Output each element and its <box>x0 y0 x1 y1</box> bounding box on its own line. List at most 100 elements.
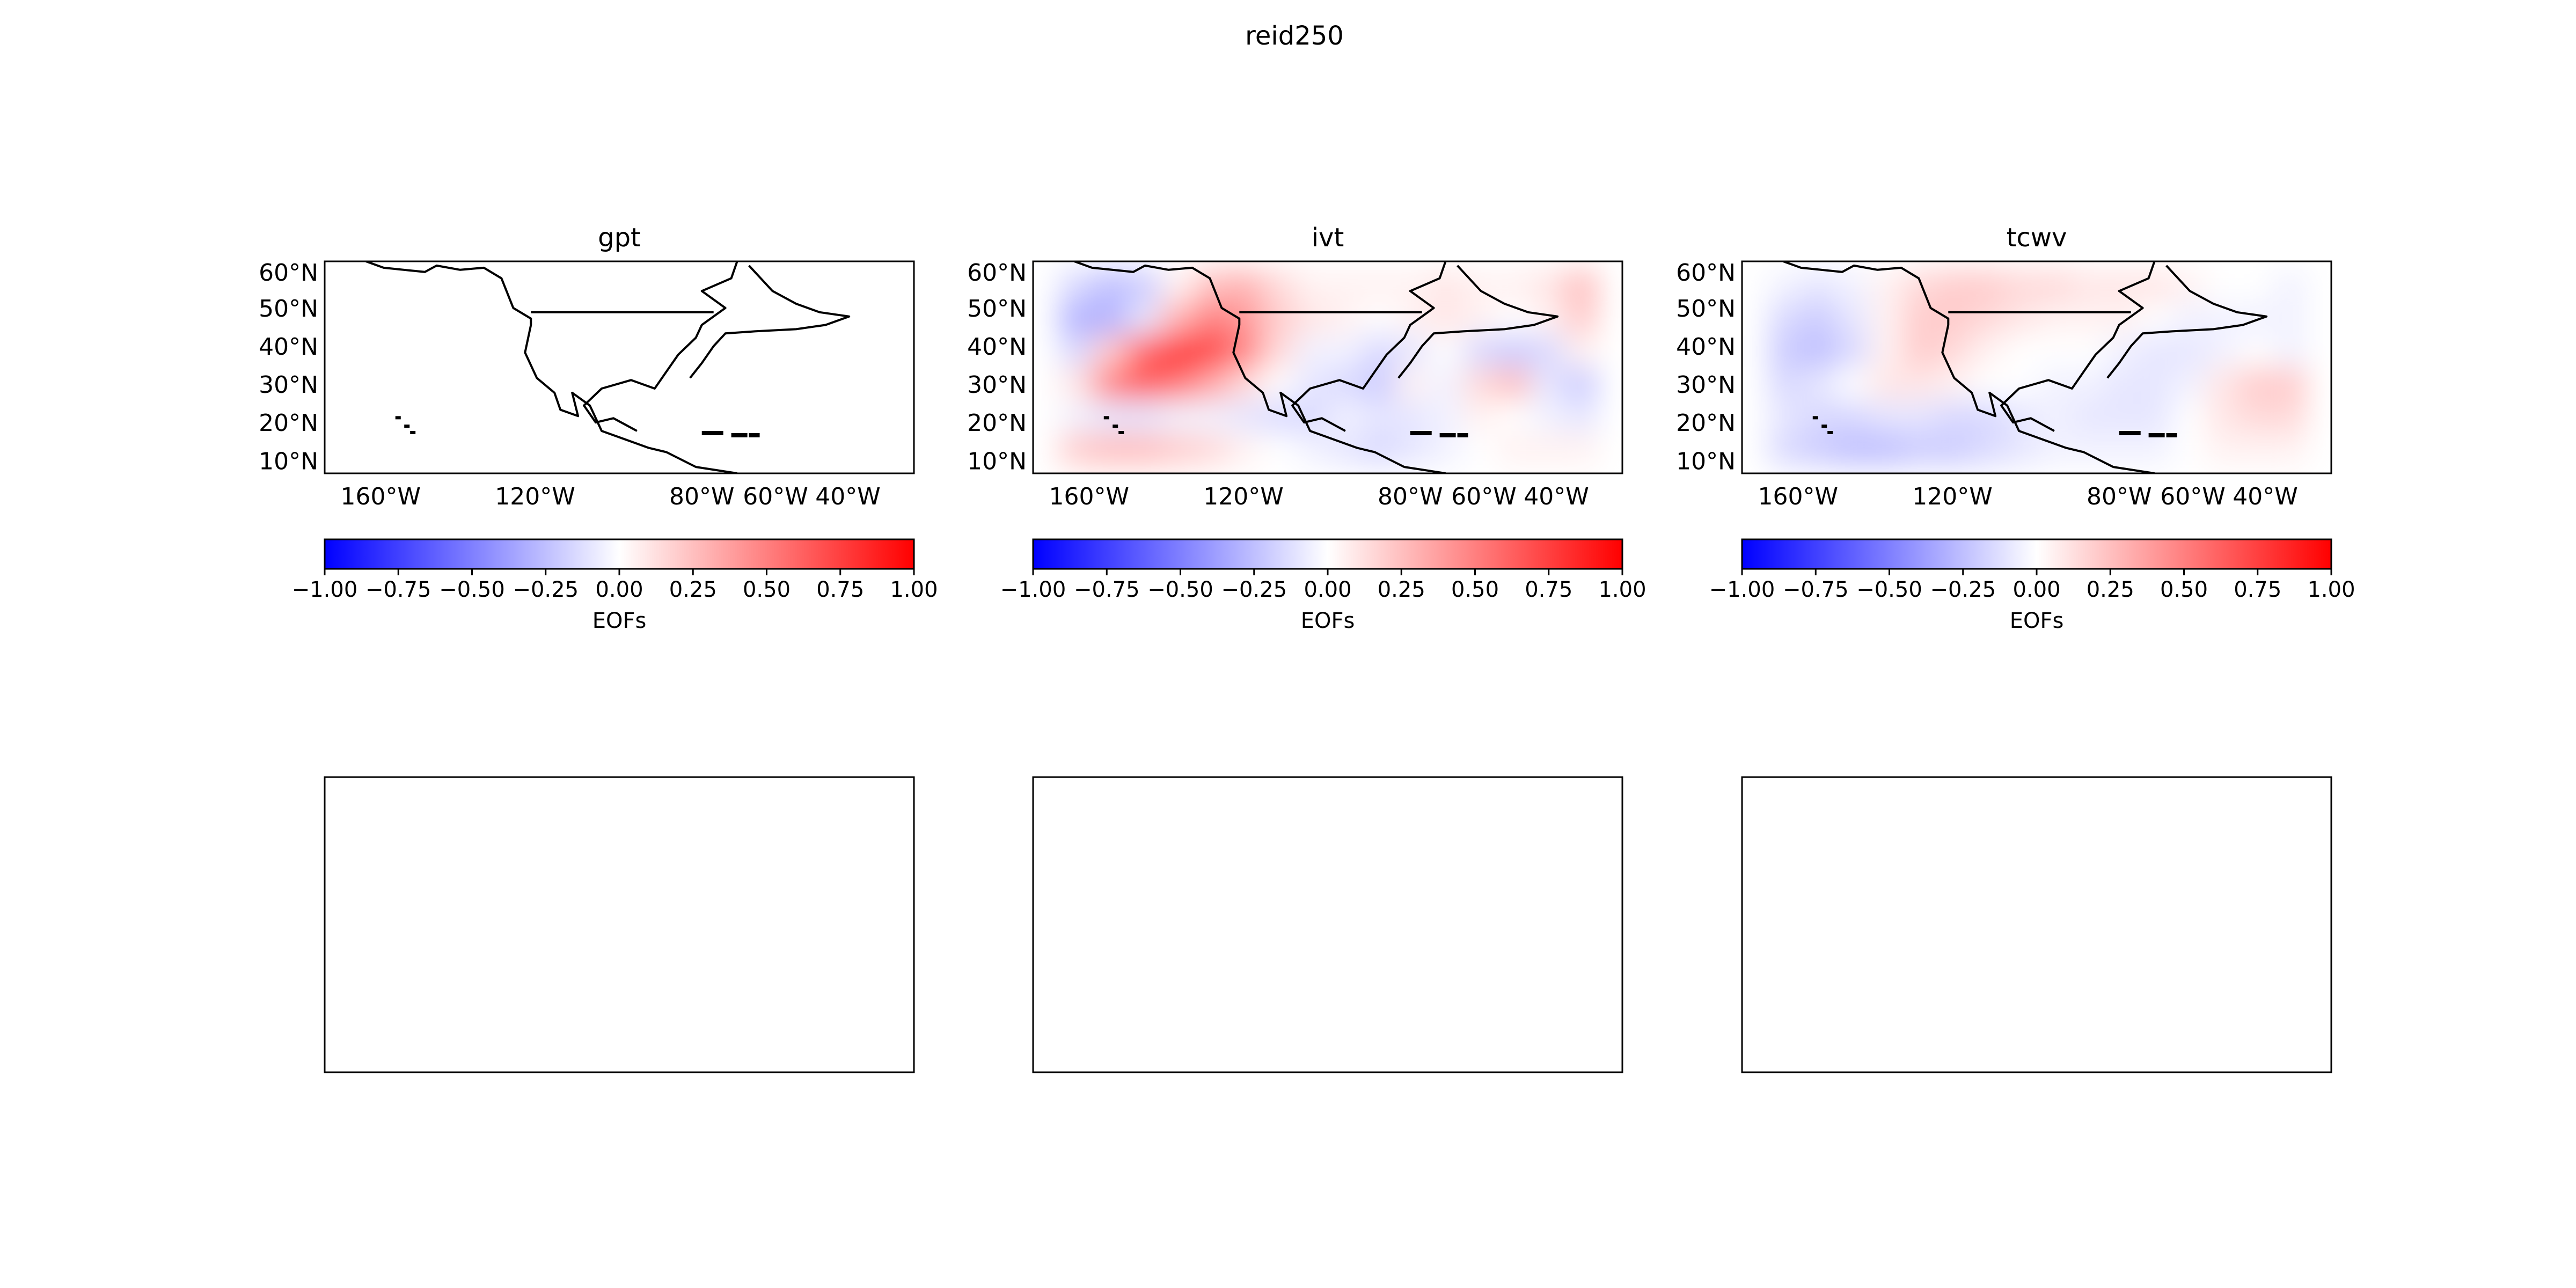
colorbar-label: EOFs <box>2010 609 2064 633</box>
eof-cell <box>351 432 386 466</box>
coastlines <box>365 261 851 473</box>
eof-cell <box>1261 269 1296 303</box>
eof-cell <box>620 367 655 401</box>
eof-cell <box>2239 400 2274 433</box>
eof-cell <box>1194 269 1228 303</box>
eof-cell <box>1429 334 1464 368</box>
eof-cell <box>418 302 453 335</box>
colorbar-gradient <box>1032 538 1623 570</box>
eof-cell <box>1429 432 1464 466</box>
eof-cell <box>418 269 453 303</box>
eof-cell <box>553 334 587 368</box>
colorbar-tick-label: −1.00 <box>1709 577 1775 602</box>
eof-cell <box>1362 269 1396 303</box>
eof-cell <box>1126 302 1161 335</box>
empty-axes-1 <box>324 776 915 1073</box>
eof-cell <box>2104 400 2139 433</box>
y-tick-label: 10°N <box>1676 448 1736 475</box>
eof-cell <box>620 400 655 433</box>
eof-cell <box>1328 302 1363 335</box>
colorbar-label: EOFs <box>592 609 647 633</box>
eof-cell <box>1970 269 2004 303</box>
eof-cell <box>486 400 520 433</box>
eof-cell <box>1903 400 1937 433</box>
x-tick-label: 80°W <box>1378 483 1443 510</box>
eof-cell <box>687 367 722 401</box>
eof-cell <box>385 432 419 466</box>
eof-cell <box>1194 302 1228 335</box>
eof-cell <box>1429 400 1464 433</box>
coastline <box>583 261 738 432</box>
eof-cell <box>1261 367 1296 401</box>
y-tick-label: 60°N <box>1676 259 1736 287</box>
eof-cell <box>1160 302 1195 335</box>
coastline <box>2000 261 2156 432</box>
eof-cell <box>2104 432 2139 466</box>
eof-cell <box>1227 432 1262 466</box>
eof-cell <box>1160 432 1195 466</box>
eof-cell <box>385 302 419 335</box>
eof-cell <box>1869 367 1904 401</box>
eof-cell <box>855 334 890 368</box>
island <box>2166 433 2177 437</box>
eof-cell <box>586 302 621 335</box>
eof-cell <box>2003 334 2038 368</box>
eof-cell <box>1227 400 1262 433</box>
eof-cell <box>2273 400 2307 433</box>
eof-cell <box>1362 302 1396 335</box>
eof-cell <box>1059 367 1094 401</box>
island <box>1821 425 1827 428</box>
island <box>395 416 401 420</box>
eof-cell <box>1802 334 1836 368</box>
eof-cell <box>1530 400 1565 433</box>
eof-cell <box>1936 302 1971 335</box>
eof-cell <box>1160 367 1195 401</box>
eof-cell <box>1802 400 1836 433</box>
y-tick-label: 60°N <box>259 259 318 287</box>
eof-cell <box>452 367 487 401</box>
eof-cell <box>1530 432 1565 466</box>
eof-cell <box>1328 269 1363 303</box>
map-panel-tcwv: tcwv 60°N 50°N 40°N 30°N 20°N 10°N 160°W 120°W 80… <box>1676 223 2355 633</box>
eof-cell <box>822 432 857 466</box>
eof-cell <box>553 269 587 303</box>
eof-cell <box>620 269 655 303</box>
eof-cell <box>2273 334 2307 368</box>
eof-cell <box>486 302 520 335</box>
eof-cell <box>755 334 789 368</box>
eof-cell <box>687 269 722 303</box>
eof-cell <box>1160 334 1195 368</box>
eof-cell <box>2071 367 2105 401</box>
eof-cell <box>1160 400 1195 433</box>
eof-cell <box>452 432 487 466</box>
eof-cell <box>1564 367 1598 401</box>
eof-cell <box>1802 432 1836 466</box>
y-tick-label: 50°N <box>967 295 1027 323</box>
colorbar-gradient <box>324 538 915 570</box>
eof-cell <box>1835 334 1870 368</box>
eof-cell <box>1059 400 1094 433</box>
eof-cell <box>1564 302 1598 335</box>
eof-cell <box>1395 269 1430 303</box>
eof-cell <box>2071 302 2105 335</box>
colorbar-tick-label: 1.00 <box>890 577 938 602</box>
eof-cell <box>1093 269 1128 303</box>
colorbar-tick-label: 0.50 <box>1451 577 1499 602</box>
eof-cell <box>586 269 621 303</box>
eof-cell <box>1227 269 1262 303</box>
eof-cell <box>519 400 554 433</box>
eof-cell <box>855 269 890 303</box>
colorbar-tick-label: −0.50 <box>1147 577 1213 602</box>
eof-cell <box>687 400 722 433</box>
island <box>731 433 748 437</box>
eof-cell <box>2037 334 2072 368</box>
eof-cell <box>1093 432 1128 466</box>
x-tick-label: 40°W <box>2233 483 2298 510</box>
eof-cell <box>2138 400 2173 433</box>
eof-cell <box>788 269 823 303</box>
colorbar-tick-label: −0.25 <box>513 577 579 602</box>
colorbar-tcwv: −1.00 −0.75 −0.50 −0.25 0.00 0.25 0.50 0.75 1.00… <box>1709 538 2355 633</box>
x-tick-label: 120°W <box>495 483 575 510</box>
eof-cell <box>1194 334 1228 368</box>
island <box>749 433 760 437</box>
